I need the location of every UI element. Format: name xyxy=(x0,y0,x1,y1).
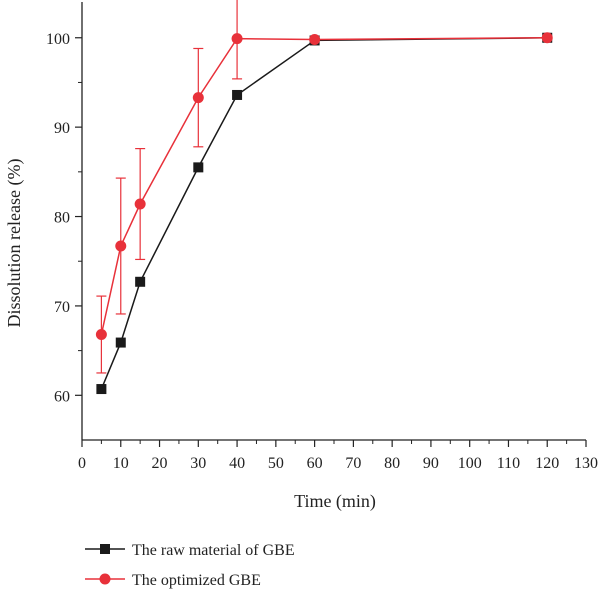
legend: The raw material of GBE The optimized GB… xyxy=(85,542,295,589)
axes xyxy=(81,2,586,441)
series-raw-material xyxy=(96,32,553,395)
y-tick-label: 70 xyxy=(54,299,70,316)
series-optimized xyxy=(95,0,553,374)
data-point-square xyxy=(135,276,146,287)
x-tick-label: 60 xyxy=(307,455,323,472)
data-point-circle xyxy=(192,92,204,104)
x-tick-label: 100 xyxy=(458,455,482,472)
x-tick-label: 50 xyxy=(268,455,284,472)
data-point-square xyxy=(193,162,204,173)
legend-item-optimized: The optimized GBE xyxy=(85,572,261,589)
y-tick-label: 100 xyxy=(46,31,70,48)
x-tick-label: 120 xyxy=(535,455,559,472)
data-point-square xyxy=(96,384,107,395)
series-line xyxy=(100,37,548,335)
legend-label-raw: The raw material of GBE xyxy=(132,542,295,559)
x-axis-ticks: 0 10 20 30 40 50 60 70 80 90 100 110 120 130 xyxy=(78,440,598,472)
x-tick-label: 30 xyxy=(190,455,206,472)
legend-marker-raw xyxy=(100,544,110,554)
legend-label-optimized: The optimized GBE xyxy=(132,572,261,589)
y-tick-label: 60 xyxy=(54,388,70,405)
x-tick-label: 20 xyxy=(152,455,168,472)
y-axis-ticks: 60 70 80 90 100 xyxy=(46,31,82,405)
data-point-circle xyxy=(95,329,107,341)
data-point-circle xyxy=(541,32,553,44)
y-tick-label: 90 xyxy=(54,120,70,137)
x-tick-label: 80 xyxy=(384,455,400,472)
x-tick-label: 110 xyxy=(497,455,520,472)
y-axis-title: Dissolution release (%) xyxy=(4,159,25,328)
data-point-circle xyxy=(115,240,127,252)
series-line xyxy=(100,37,548,390)
x-tick-label: 0 xyxy=(78,455,86,472)
x-tick-label: 90 xyxy=(423,455,439,472)
data-point-circle xyxy=(309,34,321,46)
data-point-circle xyxy=(231,33,243,45)
legend-item-raw: The raw material of GBE xyxy=(85,542,295,559)
x-axis-title: Time (min) xyxy=(294,491,376,512)
x-tick-label: 130 xyxy=(574,455,598,472)
legend-marker-optimized xyxy=(99,573,111,585)
y-tick-label: 80 xyxy=(54,210,70,227)
data-point-square xyxy=(115,337,126,348)
data-point-square xyxy=(232,89,243,100)
series-layer xyxy=(95,0,553,395)
x-tick-label: 70 xyxy=(345,455,361,472)
data-point-circle xyxy=(134,198,146,210)
x-tick-label: 40 xyxy=(229,455,245,472)
x-tick-label: 10 xyxy=(113,455,129,472)
